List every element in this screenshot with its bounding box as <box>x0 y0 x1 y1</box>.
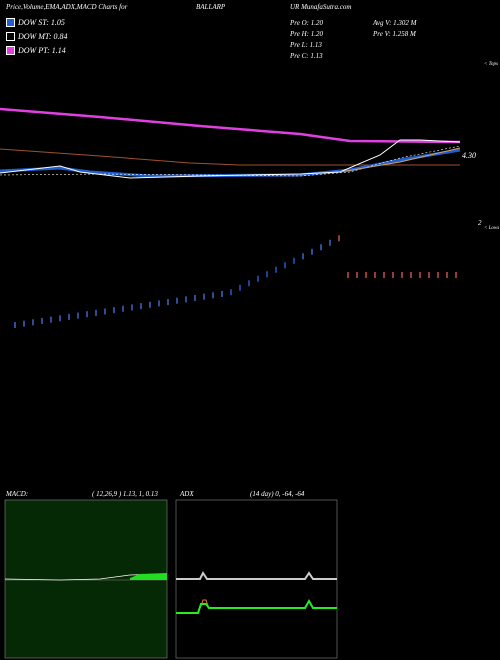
scale-label: 2 <box>478 219 482 227</box>
dow-st: DOW ST: 1.05 <box>6 18 65 27</box>
adx-label: ADX <box>180 490 194 498</box>
pre-open: Pre O: 1.20 <box>290 19 323 27</box>
ema-line <box>0 145 461 177</box>
header-title: Price,Volume,EMA,ADX,MACD Charts for <box>6 3 128 11</box>
macd-params: ( 12,26,9 ) 1.13, 1, 0.13 <box>92 490 158 498</box>
price-line <box>0 139 461 179</box>
avg-volume: Avg V: 1.302 M <box>373 19 417 27</box>
ema-line <box>0 107 461 144</box>
price-lines <box>0 107 461 179</box>
dow-mt: DOW MT: 0.84 <box>6 32 68 41</box>
dow-mt-text: DOW MT: 0.84 <box>18 32 68 41</box>
ema-line <box>0 148 460 166</box>
pre-high: Pre H: 1.20 <box>290 30 323 38</box>
macd-label: MACD: <box>6 490 29 498</box>
tops-label: < Tops <box>484 62 498 67</box>
pre-volume: Pre V: 1.258 M <box>373 30 416 38</box>
pre-low: Pre L: 1.13 <box>290 41 322 49</box>
macd-histogram <box>130 573 167 580</box>
adx-marker <box>200 599 209 607</box>
dow-st-text: DOW ST: 1.05 <box>18 18 65 27</box>
adx-di-line <box>176 571 337 580</box>
header-symbol: BALLARP <box>196 3 226 11</box>
price-label: 4.30 <box>462 151 476 160</box>
ema-line <box>339 147 461 173</box>
dow-pt-text: DOW PT: 1.14 <box>18 46 66 55</box>
adx-line <box>176 598 337 614</box>
lows-label: < Lows <box>484 226 500 231</box>
dow-pt: DOW PT: 1.14 <box>6 46 66 55</box>
volume-marks <box>14 235 457 328</box>
header-site: UR MunafaSutra.com <box>290 3 352 11</box>
adx-params: (14 day) 0, -64, -64 <box>250 490 305 498</box>
pre-close: Pre C: 1.13 <box>290 52 323 60</box>
